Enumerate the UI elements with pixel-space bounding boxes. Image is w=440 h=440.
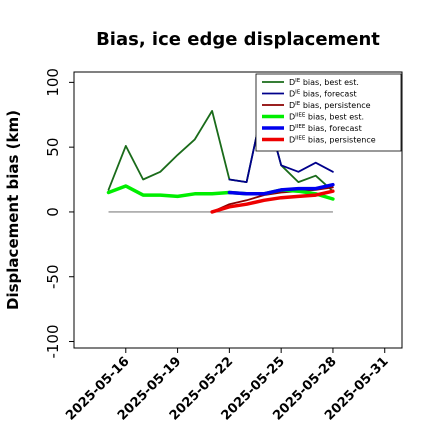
legend: DIE bias, best est. DIE bias, forecast DIE… — [255, 73, 402, 152]
legend-entry-5: DIIEE bias, forecast — [289, 124, 362, 133]
legend-entry-4: DIIEE bias, best est. — [289, 113, 364, 122]
plot-area — [106, 100, 335, 214]
y-axis: 100 50 0 -50 -100 — [44, 68, 74, 359]
y-axis-label: Displacement bias (km) — [4, 110, 22, 310]
legend-entry-3: DIE bias, persistence — [289, 101, 371, 110]
y-tick-label: 50 — [44, 138, 62, 157]
series-line-5 — [227, 182, 335, 196]
y-tick-label: -50 — [44, 264, 62, 289]
y-tick-label: 0 — [44, 207, 62, 217]
y-tick-label: -100 — [44, 324, 62, 358]
legend-entry-1: DIE bias, best est. — [289, 78, 359, 87]
chart-title: Bias, ice edge displacement — [96, 29, 380, 50]
series-line-1 — [107, 100, 334, 193]
legend-entry-6: DIIEE bias, persistence — [289, 136, 376, 145]
x-axis: 2025-05-162025-05-192025-05-222025-05-25… — [63, 348, 392, 424]
plot-frame — [73, 71, 403, 349]
series-line-6 — [210, 189, 335, 214]
series-line-2 — [228, 100, 334, 184]
series-line-4 — [106, 184, 335, 201]
y-tick-label: 100 — [44, 68, 62, 97]
legend-entry-2: DIE bias, forecast — [289, 90, 357, 99]
